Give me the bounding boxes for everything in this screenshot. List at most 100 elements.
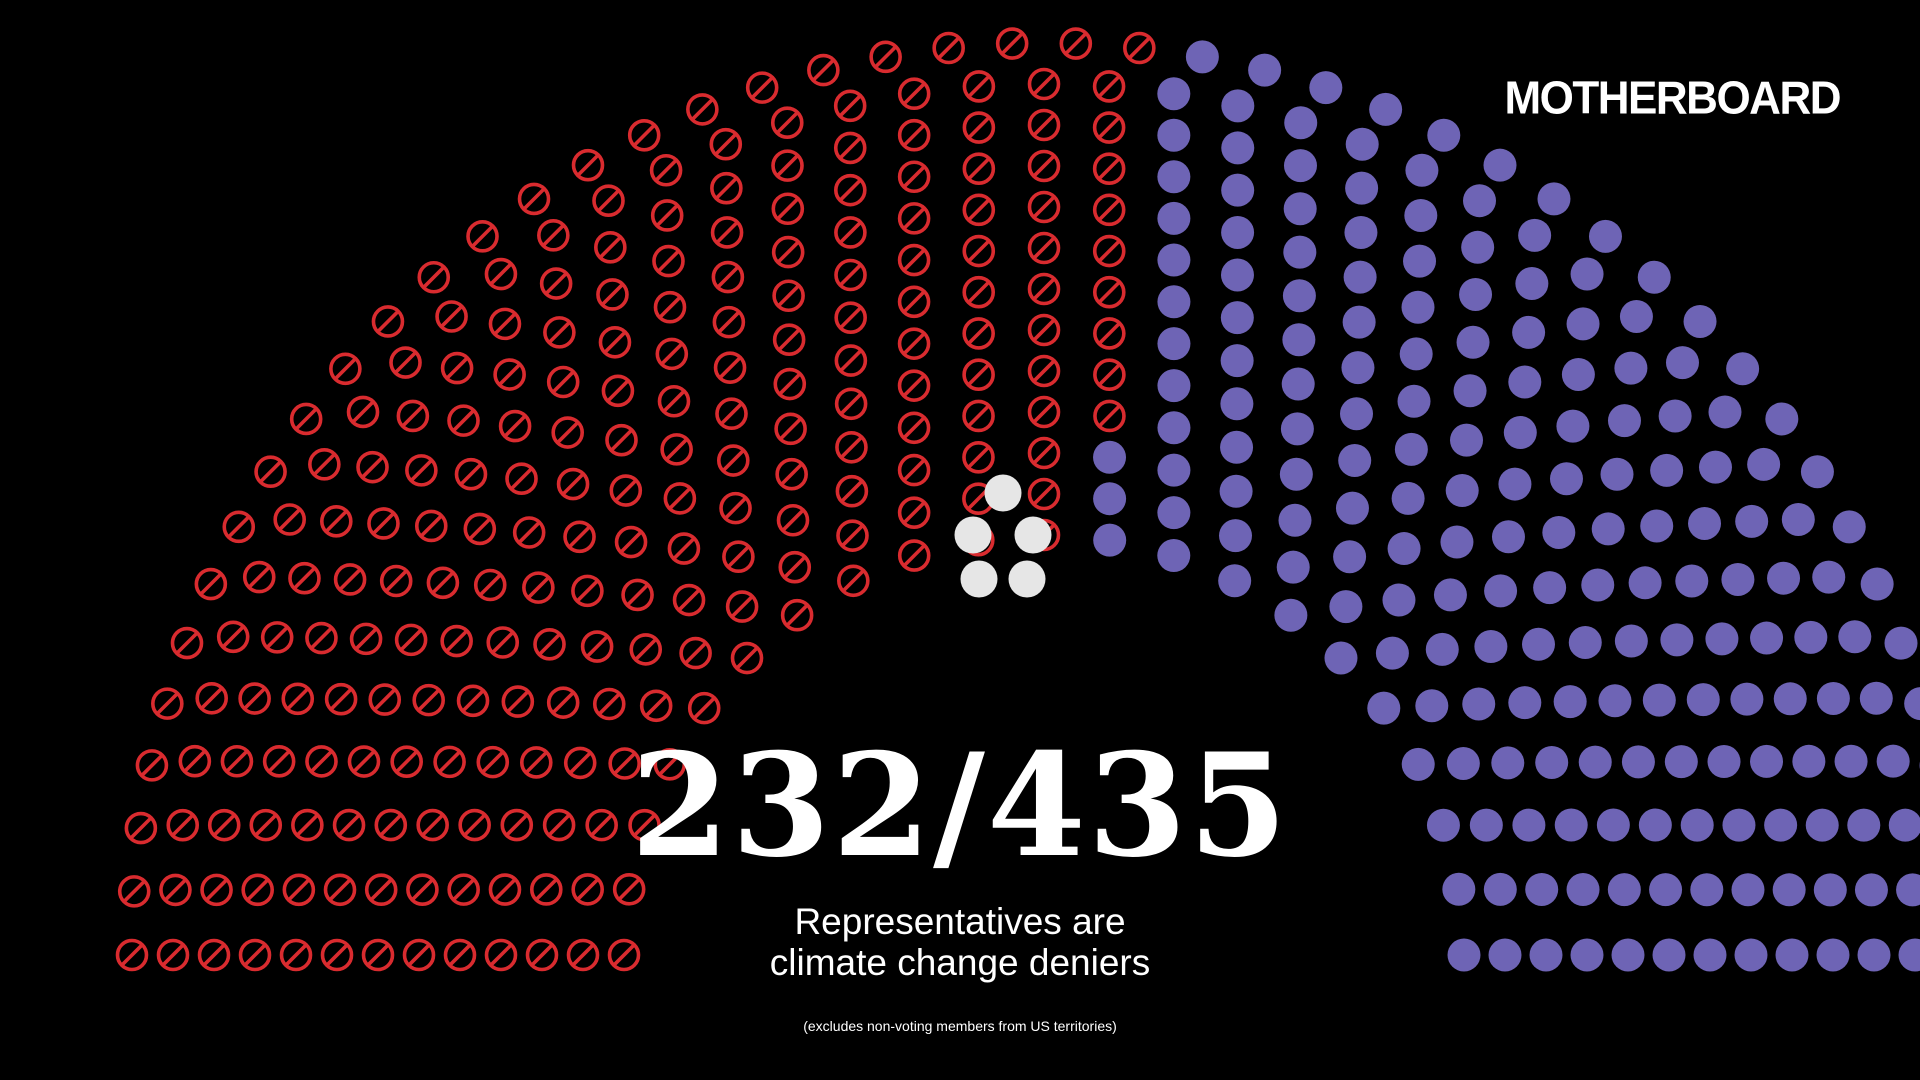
denier-seat-prohibition-icon: [522, 571, 555, 604]
non-denier-seat: [1279, 457, 1313, 491]
non-denier-seat: [1329, 590, 1363, 624]
denier-seat-prohibition-icon: [166, 808, 200, 842]
denier-seat-prohibition-icon: [773, 367, 807, 401]
denier-seat-prohibition-icon: [614, 525, 648, 559]
non-denier-seat: [1157, 539, 1191, 573]
non-denier-seat: [1369, 92, 1403, 126]
non-denier-seat: [1549, 462, 1583, 496]
denier-seat-prohibition-icon: [493, 358, 526, 391]
non-denier-seat: [1484, 574, 1518, 608]
non-denier-seat: [1442, 872, 1476, 906]
denier-seat-prohibition-icon: [1027, 108, 1061, 142]
non-denier-seat: [1157, 453, 1191, 487]
denier-seat-prohibition-icon: [775, 457, 808, 491]
non-denier-seat: [1888, 808, 1920, 842]
denier-seat-prohibition-icon: [379, 564, 413, 598]
non-denier-seat: [1445, 474, 1479, 508]
denier-seat-prohibition-icon: [776, 503, 810, 537]
denier-seat-prohibition-icon: [772, 279, 805, 313]
denier-seat-prohibition-icon: [368, 683, 402, 716]
denier-seat-prohibition-icon: [745, 71, 779, 104]
denier-seat-prohibition-icon: [498, 409, 532, 443]
non-denier-seat: [1535, 745, 1569, 779]
denier-seat-prohibition-icon: [539, 267, 573, 300]
denier-seat-prohibition-icon: [1092, 193, 1126, 227]
denier-seat-prohibition-icon: [897, 118, 931, 152]
non-denier-seat: [1220, 430, 1254, 464]
non-denier-seat: [1775, 938, 1809, 972]
denier-seat-prohibition-icon: [1059, 27, 1093, 60]
non-denier-seat: [1904, 687, 1920, 721]
denier-seat-prohibition-icon: [546, 686, 580, 719]
denier-seat-prohibition-icon: [394, 623, 428, 657]
non-denier-seat: [1556, 409, 1590, 443]
non-denier-seat: [1309, 71, 1343, 105]
non-denier-seat: [1566, 307, 1600, 341]
denier-seat-prohibition-icon: [1092, 70, 1126, 103]
denier-seat-prohibition-icon: [605, 423, 638, 457]
non-denier-seat: [1525, 872, 1559, 906]
non-denier-seat: [1220, 387, 1254, 421]
denier-seat-prohibition-icon: [197, 938, 231, 972]
denier-seat-prohibition-icon: [1027, 436, 1061, 470]
denier-seat-prohibition-icon: [1027, 231, 1061, 265]
non-denier-seat: [1838, 620, 1872, 654]
denier-seat-prohibition-icon: [305, 745, 338, 778]
vacant-seat: [1008, 560, 1046, 598]
denier-seat-prohibition-icon: [649, 153, 683, 187]
denier-seat-prohibition-icon: [715, 397, 748, 431]
denier-seat-prohibition-icon: [1027, 272, 1061, 306]
denier-seat-prohibition-icon: [897, 369, 931, 402]
non-denier-seat: [1157, 327, 1191, 361]
non-denier-seat: [1698, 450, 1732, 484]
denier-seat-prohibition-icon: [346, 395, 380, 429]
denier-seat-prohibition-icon: [585, 808, 618, 842]
non-denier-seat: [1483, 872, 1517, 906]
non-denier-seat: [1721, 562, 1755, 596]
non-denier-seat: [1157, 243, 1191, 277]
denier-seat-prohibition-icon: [249, 808, 283, 842]
denier-seat-prohibition-icon: [484, 938, 518, 972]
denier-seat-prohibition-icon: [1093, 317, 1126, 350]
non-denier-seat: [1767, 561, 1801, 595]
denier-seat-prohibition-icon: [178, 744, 212, 778]
denier-seat-prohibition-icon: [628, 808, 661, 842]
non-denier-seat: [1367, 691, 1401, 725]
denier-seat-prohibition-icon: [711, 260, 745, 294]
denier-seat-prohibition-icon: [1123, 31, 1156, 65]
denier-seat-prohibition-icon: [897, 539, 931, 572]
non-denier-seat: [1581, 568, 1615, 602]
non-denier-seat: [1508, 365, 1542, 399]
non-denier-seat: [1857, 938, 1891, 972]
non-denier-seat: [1221, 131, 1255, 165]
denier-seat-prohibition-icon: [308, 448, 341, 481]
denier-seat-prohibition-icon: [170, 626, 204, 660]
denier-seat-prohibition-icon: [897, 496, 931, 529]
denier-seat-prohibition-icon: [281, 682, 315, 716]
denier-seat-prohibition-icon: [655, 337, 689, 371]
non-denier-seat: [1553, 685, 1587, 719]
denier-seat-prohibition-icon: [440, 351, 474, 385]
denier-seat-prohibition-icon: [834, 173, 867, 207]
non-denier-seat: [1621, 745, 1655, 779]
denier-seat-prohibition-icon: [220, 744, 254, 778]
non-denier-seat: [1185, 40, 1219, 74]
denier-seat-prohibition-icon: [347, 745, 381, 778]
non-denier-seat: [1503, 416, 1537, 450]
denier-seat-prohibition-icon: [772, 323, 806, 356]
non-denier-seat: [1462, 687, 1496, 721]
denier-seat-prohibition-icon: [1092, 234, 1126, 268]
non-denier-seat: [1813, 873, 1847, 907]
denier-seat-prohibition-icon: [657, 384, 691, 418]
denier-seat-prohibition-icon: [653, 748, 687, 781]
non-denier-seat: [1638, 808, 1672, 842]
denier-seat-prohibition-icon: [289, 402, 323, 436]
non-denier-seat: [1652, 938, 1686, 972]
non-denier-seat: [1794, 620, 1828, 654]
non-denier-seat: [1642, 683, 1676, 717]
denier-seat-prohibition-icon: [361, 938, 395, 972]
non-denier-seat: [1512, 808, 1546, 842]
headline-number: 232/435: [630, 723, 1290, 889]
denier-seat-prohibition-icon: [834, 301, 867, 334]
denier-seat-prohibition-icon: [962, 317, 995, 350]
